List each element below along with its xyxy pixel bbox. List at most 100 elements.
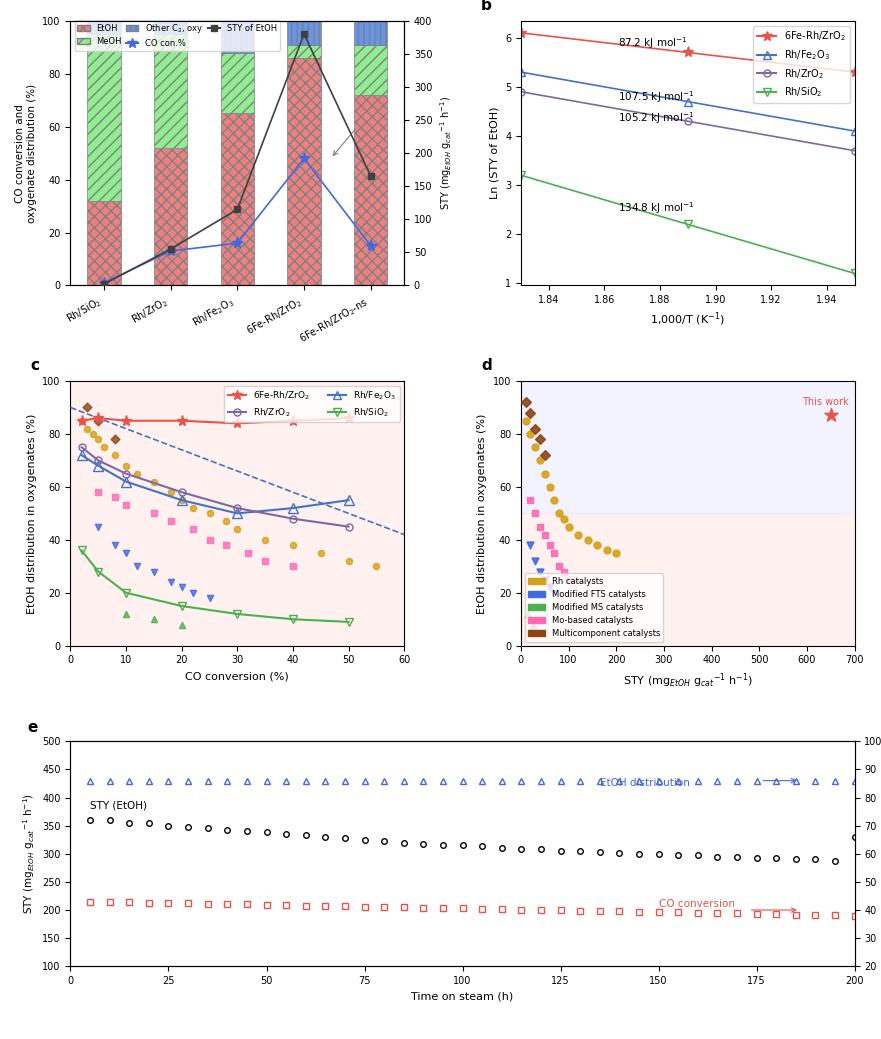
Point bbox=[547, 544, 561, 561]
6Fe-Rh/ZrO$_2$ bbox=[344, 411, 354, 424]
Rh/SiO$_2$ bbox=[77, 544, 87, 557]
Rh/ZrO$_2$ bbox=[77, 441, 87, 453]
Point bbox=[561, 518, 575, 535]
CO con.% bbox=[99, 276, 109, 289]
Point bbox=[533, 518, 547, 535]
Point bbox=[130, 465, 144, 482]
Bar bbox=[70, 381, 404, 645]
Point bbox=[537, 447, 552, 463]
Point bbox=[203, 532, 217, 549]
Point bbox=[533, 563, 547, 580]
Point bbox=[571, 526, 585, 542]
Point bbox=[258, 553, 272, 569]
X-axis label: 1,000/T (K$^{-1}$): 1,000/T (K$^{-1}$) bbox=[650, 311, 725, 328]
Point bbox=[547, 491, 561, 508]
Y-axis label: STY (mg$_{EtOH}$ g$_{cat}$$^{-1}$ h$^{-1}$): STY (mg$_{EtOH}$ g$_{cat}$$^{-1}$ h$^{-1… bbox=[21, 793, 37, 914]
Point bbox=[590, 537, 604, 554]
Bar bbox=[220, 53, 254, 113]
CO con.% bbox=[232, 237, 242, 249]
Point bbox=[529, 553, 543, 569]
Point bbox=[80, 421, 94, 437]
Legend: Rh catalysts, Modified FTS catalysts, Modified MS catalysts, Mo-based catalysts,: Rh catalysts, Modified FTS catalysts, Mo… bbox=[525, 574, 663, 641]
Point bbox=[552, 505, 566, 522]
Bar bbox=[154, 34, 188, 148]
Point bbox=[230, 521, 244, 537]
Point bbox=[285, 537, 300, 554]
Bar bbox=[521, 513, 855, 645]
Point bbox=[85, 426, 100, 443]
Point bbox=[824, 407, 838, 424]
Point bbox=[241, 544, 255, 561]
Point bbox=[581, 532, 595, 549]
Point bbox=[557, 510, 571, 527]
Bar bbox=[287, 58, 321, 286]
Point bbox=[119, 457, 133, 474]
Point bbox=[119, 606, 133, 622]
CO con.% bbox=[299, 152, 309, 164]
Point bbox=[203, 505, 217, 522]
Text: 107.5 kJ mol$^{-1}$: 107.5 kJ mol$^{-1}$ bbox=[618, 88, 695, 105]
Point bbox=[107, 489, 122, 506]
Text: STY (EtOH): STY (EtOH) bbox=[90, 801, 147, 810]
Point bbox=[529, 421, 543, 437]
Point bbox=[557, 563, 571, 580]
Point bbox=[519, 394, 533, 410]
Bar bbox=[87, 34, 121, 201]
Rh/Fe$_2$O$_3$ bbox=[232, 507, 242, 520]
Y-axis label: EtOH distribution in oxygenates (%): EtOH distribution in oxygenates (%) bbox=[26, 414, 37, 614]
Rh/ZrO$_2$ bbox=[287, 512, 298, 525]
Point bbox=[130, 558, 144, 575]
Point bbox=[147, 563, 161, 580]
Rh/Fe$_2$O$_3$ bbox=[176, 494, 187, 506]
Point bbox=[92, 518, 106, 535]
Rh/SiO$_2$ bbox=[121, 587, 131, 600]
Point bbox=[533, 431, 547, 448]
Point bbox=[174, 579, 189, 595]
Rh/SiO$_2$ bbox=[232, 608, 242, 620]
Point bbox=[314, 544, 328, 561]
Point bbox=[186, 521, 200, 537]
Y-axis label: Ln (STY of EtOH): Ln (STY of EtOH) bbox=[489, 107, 500, 199]
Y-axis label: EtOH distribution in oxygenates (%): EtOH distribution in oxygenates (%) bbox=[478, 414, 487, 614]
Point bbox=[147, 611, 161, 628]
Rh/SiO$_2$ bbox=[176, 600, 187, 612]
Rh/ZrO$_2$ bbox=[121, 468, 131, 480]
Text: 87.2 kJ mol$^{-1}$: 87.2 kJ mol$^{-1}$ bbox=[618, 34, 688, 51]
6Fe-Rh/ZrO$_2$ bbox=[287, 415, 298, 427]
Point bbox=[147, 505, 161, 522]
Rh/SiO$_2$ bbox=[287, 613, 298, 625]
Rh/Fe$_2$O$_3$ bbox=[93, 459, 104, 472]
Legend: EtOH, MeOH, Other C$_2$, oxy, CO con.%, STY of EtOH: EtOH, MeOH, Other C$_2$, oxy, CO con.%, … bbox=[75, 20, 279, 51]
Point bbox=[537, 526, 552, 542]
Bar bbox=[354, 95, 388, 286]
Text: 105.2 kJ mol$^{-1}$: 105.2 kJ mol$^{-1}$ bbox=[618, 110, 694, 126]
Point bbox=[92, 484, 106, 501]
Text: e: e bbox=[27, 720, 38, 736]
Point bbox=[186, 500, 200, 516]
Point bbox=[547, 585, 561, 602]
Line: Rh/Fe$_2$O$_3$: Rh/Fe$_2$O$_3$ bbox=[77, 450, 353, 518]
Bar bbox=[354, 21, 388, 45]
Rh/SiO$_2$ bbox=[93, 565, 104, 578]
Point bbox=[519, 412, 533, 429]
Bar bbox=[220, 21, 254, 53]
Bar bbox=[287, 21, 321, 45]
CO con.% bbox=[366, 240, 376, 252]
Bar bbox=[154, 148, 188, 286]
Point bbox=[174, 491, 189, 508]
Point bbox=[285, 558, 300, 575]
Point bbox=[75, 412, 89, 429]
Rh/Fe$_2$O$_3$ bbox=[121, 476, 131, 488]
CO con.% bbox=[166, 245, 176, 258]
Point bbox=[523, 426, 537, 443]
Line: Rh/SiO$_2$: Rh/SiO$_2$ bbox=[78, 547, 352, 627]
Bar bbox=[154, 21, 188, 34]
Point bbox=[523, 404, 537, 421]
STY of EtOH bbox=[366, 170, 376, 183]
Legend: 6Fe-Rh/ZrO$_2$, Rh/Fe$_2$O$_3$, Rh/ZrO$_2$, Rh/SiO$_2$: 6Fe-Rh/ZrO$_2$, Rh/Fe$_2$O$_3$, Rh/ZrO$_… bbox=[753, 26, 849, 103]
Line: STY of EtOH: STY of EtOH bbox=[100, 30, 374, 288]
Point bbox=[529, 505, 543, 522]
Text: d: d bbox=[481, 358, 492, 373]
Bar bbox=[220, 113, 254, 286]
Point bbox=[543, 537, 557, 554]
